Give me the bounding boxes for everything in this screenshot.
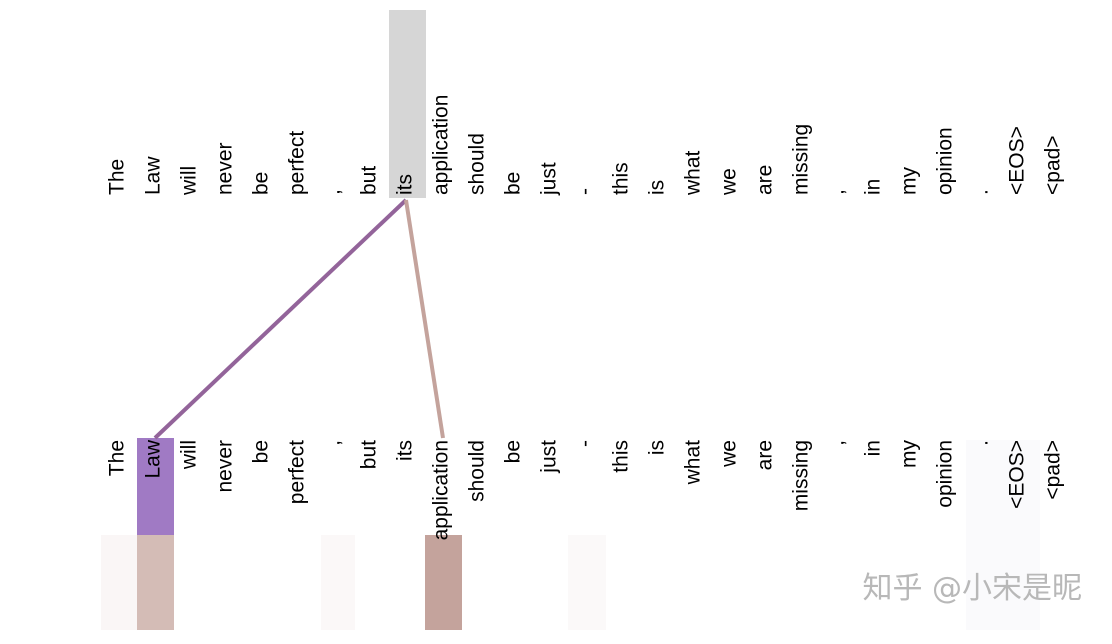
attention-bar <box>321 535 355 630</box>
attention-bar <box>425 535 462 630</box>
bottom-token: my <box>898 440 921 468</box>
top-token: my <box>898 167 921 195</box>
top-token: its <box>394 174 417 195</box>
bottom-token: be <box>502 440 525 463</box>
top-token: just <box>538 162 561 196</box>
attention-bar <box>966 440 1040 630</box>
top-token: application <box>430 95 453 195</box>
bottom-token: be <box>250 440 273 463</box>
token-layer: The Law will never be perfect, but its applicati… <box>106 95 1065 541</box>
top-token: perfect <box>286 131 309 195</box>
attention-bar <box>101 535 137 630</box>
bottom-token: missing <box>790 440 813 511</box>
attention-line <box>153 198 408 440</box>
top-token: <EOS> <box>1006 126 1029 195</box>
top-token: in <box>862 179 885 195</box>
bottom-token: never <box>214 440 237 493</box>
top-token: we <box>718 168 741 196</box>
query-highlight <box>389 10 426 198</box>
bottom-token: in <box>862 440 885 456</box>
bottom-token: this <box>610 440 633 473</box>
top-token: what <box>682 150 705 196</box>
top-token: be <box>502 172 525 195</box>
bottom-token: what <box>682 440 705 486</box>
top-token: should <box>466 133 489 195</box>
top-token: this <box>610 162 633 195</box>
bottom-token: is <box>646 440 669 455</box>
top-token: missing <box>790 124 813 195</box>
bottom-token: are <box>754 440 777 470</box>
top-token: will <box>178 166 201 196</box>
watermark: 知乎 @小宋是昵 <box>862 571 1082 606</box>
bottom-token: . <box>970 440 993 446</box>
bottom-token: <EOS> <box>1006 440 1029 509</box>
top-token: - <box>574 188 597 195</box>
bottom-token: but <box>358 440 381 469</box>
top-token: are <box>754 165 777 195</box>
bottom-token: - <box>574 440 597 447</box>
top-token: , <box>826 189 849 195</box>
bottom-token: , <box>826 440 849 446</box>
top-token: opinion <box>934 127 957 195</box>
top-token: <pad> <box>1042 135 1065 195</box>
top-token: be <box>250 172 273 195</box>
attention-highlight <box>137 438 174 535</box>
bottom-token: perfect <box>286 440 309 504</box>
top-token: Law <box>142 156 165 195</box>
bottom-token: application <box>430 440 453 540</box>
bottom-token: will <box>178 440 201 470</box>
bottom-token: we <box>718 440 741 468</box>
bottom-token: Law <box>142 439 165 478</box>
bottom-token: , <box>322 440 345 446</box>
bottom-token: its <box>394 440 417 461</box>
top-token: is <box>646 180 669 195</box>
bottom-token: should <box>466 440 489 502</box>
top-token: but <box>358 166 381 195</box>
attention-line <box>404 199 445 439</box>
attention-bar <box>137 535 174 630</box>
bottom-token: opinion <box>934 440 957 508</box>
attention-bar <box>568 535 606 630</box>
top-token: . <box>970 189 993 195</box>
bottom-token: <pad> <box>1042 440 1065 500</box>
top-token: The <box>106 159 129 195</box>
top-token: , <box>322 189 345 195</box>
bottom-token: The <box>106 440 129 476</box>
bottom-token: just <box>538 440 561 474</box>
top-token: never <box>214 142 237 195</box>
